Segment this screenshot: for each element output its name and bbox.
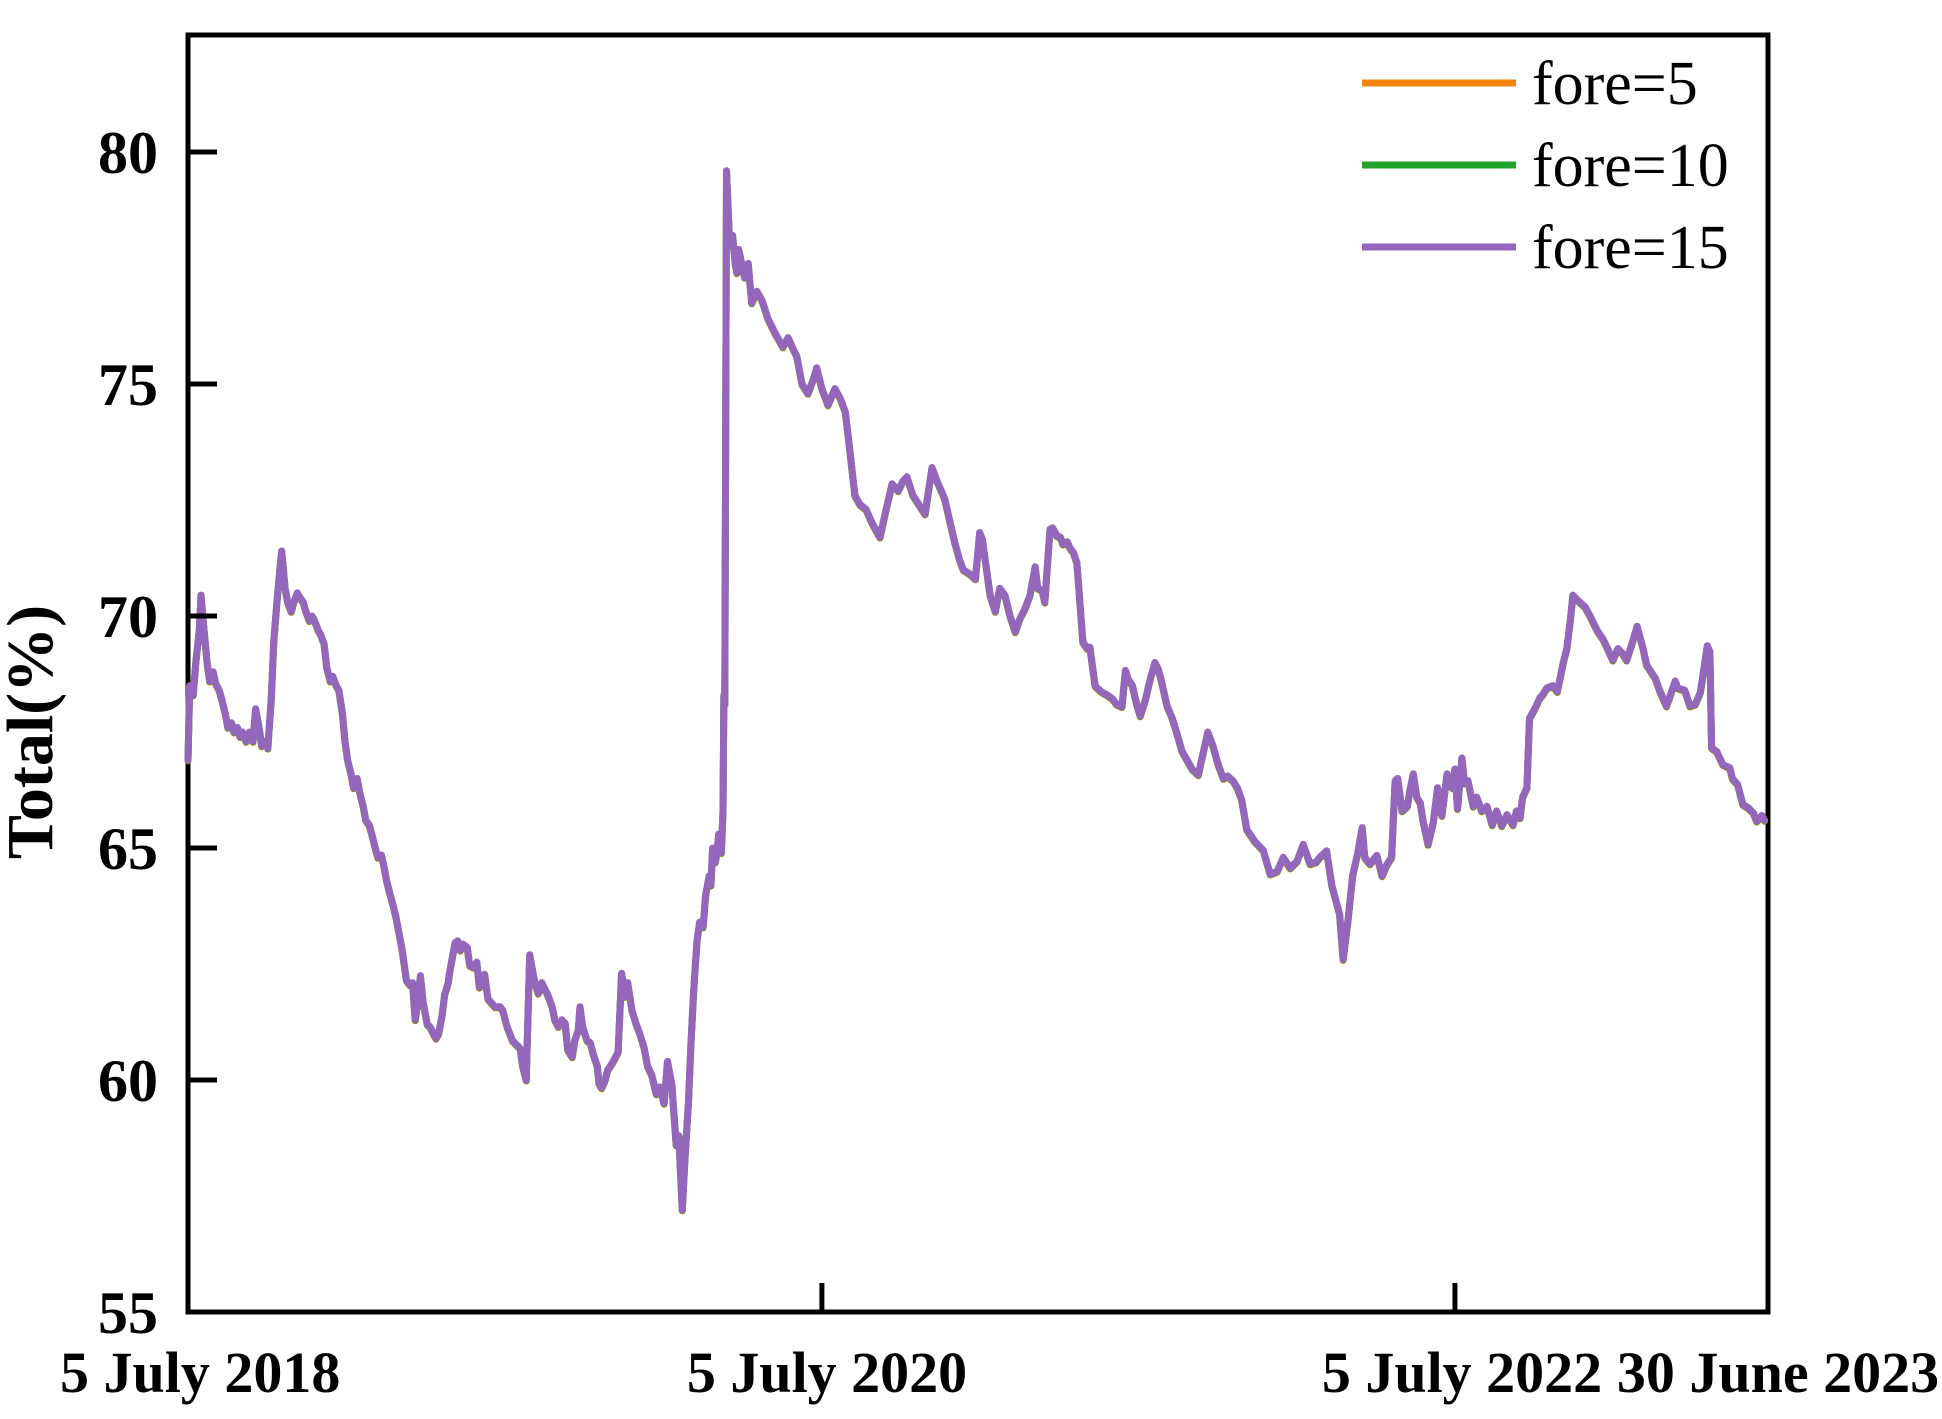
series-line-fore-10 (184, 167, 1768, 1214)
x-tick-label-2020: 5 July 2020 (687, 1340, 967, 1405)
series-line-fore-5 (184, 168, 1768, 1215)
x-tick-label-2018: 5 July 2018 (60, 1340, 340, 1405)
series-line-fore-15 (184, 167, 1768, 1214)
y-tick-label: 75 (98, 352, 158, 418)
y-tick-label: 70 (98, 584, 158, 650)
legend-label-fore15: fore=15 (1532, 214, 1729, 282)
legend: fore=5 fore=10 fore=15 (1362, 50, 1729, 282)
y-tick-label: 60 (98, 1048, 158, 1114)
data-series-group (184, 167, 1768, 1215)
y-tick-label: 65 (98, 816, 158, 882)
y-tick-label: 80 (98, 120, 158, 186)
legend-label-fore10: fore=10 (1532, 132, 1729, 200)
y-tick-label: 55 (98, 1280, 158, 1346)
x-tick-label-2023: 30 June 2023 (1617, 1340, 1939, 1405)
legend-label-fore5: fore=5 (1532, 50, 1698, 118)
y-axis-title: Total(%) (0, 605, 67, 859)
plot-border (185, 32, 1771, 1315)
axis-ticks-group: 55 60 65 70 75 80 (98, 120, 1458, 1346)
x-tick-label-2022: 5 July 2022 (1322, 1340, 1602, 1405)
